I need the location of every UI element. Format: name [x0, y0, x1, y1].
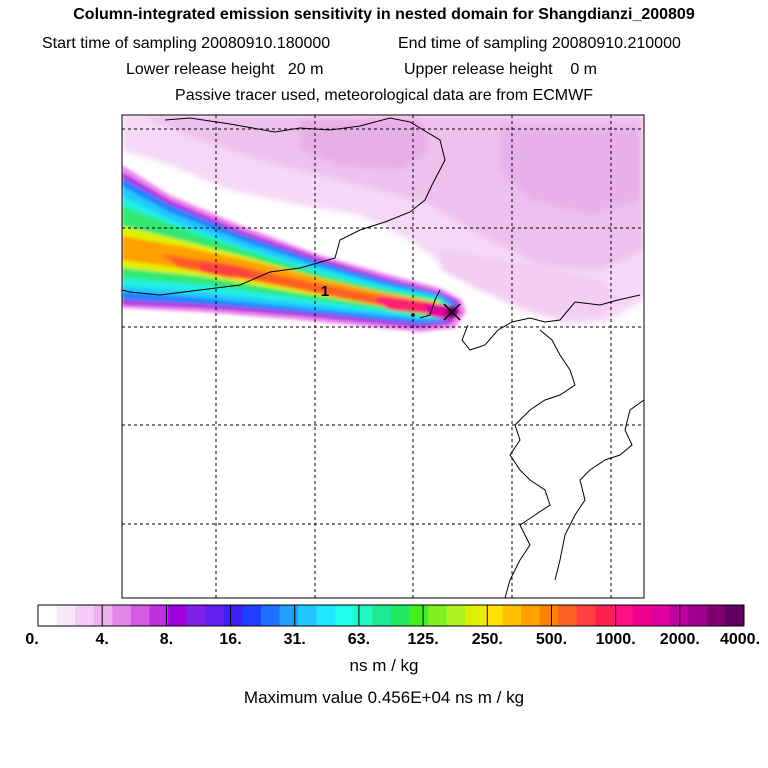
colorbar-cell: [706, 605, 726, 626]
colorbar-cell: [353, 605, 373, 626]
colorbar-cell: [613, 605, 634, 626]
colorbar-tick-label: 250.: [471, 631, 503, 648]
colorbar-tick-label: 31.: [283, 631, 306, 648]
colorbar-tick-label: 4000.: [719, 631, 761, 648]
colorbar-cell: [632, 605, 652, 626]
colorbar-tick-label: 500.: [535, 631, 568, 648]
lower-height-label: Lower release height 20 m: [126, 61, 324, 78]
colorbar-cell: [168, 605, 188, 626]
colorbar-units: ns m / kg: [349, 656, 419, 675]
plot-title: Column-integrated emission sensitivity i…: [73, 6, 695, 23]
colorbar-cell: [391, 605, 411, 626]
maximum-value-label: Maximum value 0.456E+04 ns m / kg: [243, 688, 525, 707]
colorbar-cell: [372, 605, 392, 626]
colorbar-cell: [56, 605, 76, 626]
colorbar-cell: [112, 605, 132, 626]
colorbar-cell: [75, 605, 95, 626]
colorbar-tick-label: 1000.: [595, 631, 636, 648]
colorbar-cell: [205, 605, 225, 626]
colorbar-cell: [260, 605, 281, 626]
colorbar-cell: [335, 605, 355, 626]
colorbar-cell: [688, 605, 708, 626]
colorbar-cell: [279, 605, 299, 626]
colorbar-cell: [483, 605, 503, 626]
upper-height-label: Upper release height 0 m: [404, 61, 597, 78]
colorbar-cell: [409, 605, 429, 626]
colorbar-cell: [539, 605, 559, 626]
map-frame: [121, 114, 645, 599]
colorbar-tick-label: 63.: [347, 631, 371, 648]
tracer-info-label: Passive tracer used, meteorological data…: [175, 87, 593, 104]
colorbar-cell: [502, 605, 522, 626]
colorbar-cell: [446, 605, 466, 626]
colorbar-cell: [38, 605, 58, 626]
colorbar-cell: [669, 605, 689, 626]
colorbar-cell: [316, 605, 336, 626]
colorbar-tick-label: 0.: [25, 631, 39, 648]
colorbar-cell: [242, 605, 262, 626]
end-time-label: End time of sampling 20080910.210000: [398, 35, 681, 52]
colorbar-cell: [558, 605, 578, 626]
colorbar-tick-label: 125.: [407, 631, 439, 648]
colorbar-tick-label: 2000.: [659, 631, 700, 648]
colorbar-cell: [130, 605, 150, 626]
low-sensitivity-area: [122, 115, 644, 325]
colorbar-cell: [223, 605, 243, 626]
colorbar-frame: [37, 604, 745, 627]
colorbar-tick-label: 16.: [219, 631, 242, 648]
graticule: [122, 115, 644, 598]
colorbar-cells: [38, 605, 745, 626]
release-point-marker: [411, 303, 461, 321]
colorbar-cell: [93, 605, 113, 626]
colorbar-cell: [298, 605, 318, 626]
start-time-label: Start time of sampling 20080910.180000: [42, 35, 331, 52]
colorbar-cell: [595, 605, 615, 626]
cluster-label: 1: [321, 283, 329, 300]
colorbar-cell: [725, 605, 745, 626]
colorbar-cell: [576, 605, 596, 626]
colorbar-cell: [428, 605, 448, 626]
coastlines: [122, 117, 644, 598]
colorbar-cell: [521, 605, 541, 626]
colorbar-cell: [651, 605, 671, 626]
colorbar-tick-label: 8.: [159, 631, 174, 648]
colorbar-cell: [149, 605, 169, 626]
colorbar-cell: [186, 605, 206, 626]
colorbar-cell: [465, 605, 485, 626]
colorbar-tick-label: 4.: [95, 631, 109, 648]
